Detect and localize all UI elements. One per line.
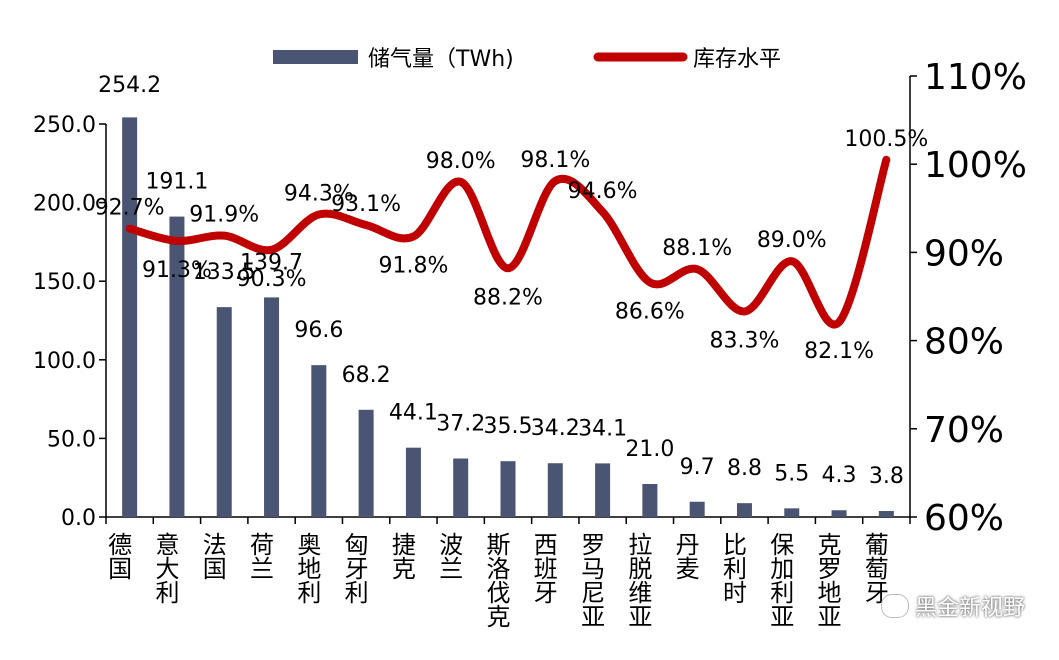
- bar-data-label: 9.7: [680, 455, 715, 480]
- bar-data-label: 96.6: [294, 318, 343, 343]
- category-label: 西班牙: [529, 532, 557, 604]
- line-data-label: 98.0%: [426, 149, 496, 174]
- bar-data-label: 8.8: [727, 456, 762, 481]
- category-label: 匈牙利: [340, 532, 368, 604]
- line-series-path: [125, 155, 891, 329]
- bar-data-label: 191.1: [145, 170, 208, 195]
- line-data-label: 100.5%: [844, 127, 928, 152]
- line-data-label: 86.6%: [615, 299, 685, 324]
- bar: [453, 458, 469, 517]
- bar-data-label: 5.5: [774, 461, 809, 486]
- bar-series: [122, 117, 894, 518]
- line-data-label: 93.1%: [331, 192, 401, 217]
- legend-line-label: 库存水平: [693, 47, 781, 72]
- bar: [169, 216, 185, 517]
- left-axis-tick-label: 50.0: [47, 427, 96, 452]
- bar-data-label: 254.2: [98, 73, 161, 98]
- bar: [689, 501, 705, 517]
- line-data-label: 82.1%: [804, 339, 874, 364]
- left-axis-tick-label: 100.0: [33, 349, 96, 374]
- legend: 储气量（TWh) 库存水平: [273, 47, 781, 72]
- category-label: 波兰: [435, 532, 463, 580]
- category-label: 丹麦: [671, 532, 699, 580]
- line-data-label: 88.2%: [473, 285, 543, 310]
- bar-data-label: 68.2: [342, 363, 391, 388]
- wechat-logo-icon: [880, 594, 909, 618]
- bar-data-label: 4.3: [822, 463, 857, 488]
- category-label: 罗马尼亚: [577, 532, 605, 628]
- line-data-label: 98.1%: [520, 148, 590, 173]
- bar: [122, 117, 138, 518]
- line-data-labels: 92.7% 91.3% 91.9% 90.3% 94.3%93.1% 91.8% 98.0%…: [95, 127, 929, 364]
- bar-data-label: 3.8: [869, 464, 904, 489]
- category-label: 斯洛伐克: [482, 532, 510, 628]
- category-label: 拉脱维亚: [624, 532, 652, 628]
- axes: 0.0 50.0 100.0 150.0 200.0 250.0 60% 70% 80% 90% 1…: [33, 57, 1027, 539]
- right-axis-tick-label: 100%: [924, 145, 1027, 186]
- line-data-label: 91.8%: [378, 254, 448, 279]
- bar-data-label: 34.1: [578, 416, 627, 441]
- category-label: 保加利亚: [766, 532, 794, 628]
- bar: [831, 510, 847, 517]
- bar-data-label: 139.7: [240, 250, 303, 275]
- line-data-label: 89.0%: [757, 228, 827, 253]
- line-data-label: 94.6%: [568, 179, 638, 204]
- bar: [405, 447, 421, 517]
- bar: [264, 297, 280, 517]
- bar: [547, 463, 563, 517]
- line-data-label: 91.3%: [142, 258, 212, 283]
- left-axis-tick-label: 250.0: [33, 113, 96, 138]
- category-label: 克罗地亚: [813, 532, 841, 628]
- legend-bar-label: 储气量（TWh): [368, 47, 514, 72]
- bar-data-label: 44.1: [389, 401, 438, 426]
- bar-data-label: 133.5: [193, 260, 256, 285]
- bar: [500, 461, 516, 517]
- bar: [784, 508, 800, 517]
- line-series: [125, 155, 891, 329]
- left-axis-tick-label: 0.0: [61, 506, 96, 531]
- category-label: 德国: [104, 532, 132, 580]
- category-label: 法国: [198, 532, 226, 580]
- category-label: 意大利: [151, 532, 179, 604]
- watermark-text: 黑金新视野: [914, 596, 1025, 621]
- bar-data-label: 21.0: [625, 437, 674, 462]
- legend-bar-swatch: [273, 50, 358, 64]
- bar: [216, 307, 232, 517]
- line-data-label: 83.3%: [710, 328, 780, 353]
- right-axis-tick-label: 80%: [924, 322, 1004, 363]
- bar-data-label: 37.2: [436, 412, 485, 437]
- category-label: 葡萄牙: [860, 532, 888, 604]
- bar: [736, 503, 752, 517]
- line-data-label: 94.3%: [284, 181, 354, 206]
- bar: [595, 463, 611, 517]
- category-label: 捷克: [387, 532, 415, 580]
- line-data-label: 92.7%: [95, 196, 165, 221]
- bar: [878, 511, 894, 517]
- right-axis-tick-label: 90%: [924, 233, 1004, 274]
- category-labels: 德国 意大利 法国 荷兰 奥地利 匈牙利 捷克 波兰 斯洛伐克 西班牙 罗马尼亚 拉脱维亚 丹麦 比利时保…: [104, 532, 889, 628]
- left-axis-tick-label: 200.0: [33, 192, 96, 217]
- left-axis-tick-label: 150.0: [33, 270, 96, 295]
- right-axis-tick-label: 70%: [924, 410, 1004, 451]
- right-axis-tick-label: 110%: [924, 57, 1027, 98]
- bar: [358, 409, 374, 517]
- category-label: 荷兰: [246, 532, 274, 580]
- bar: [311, 365, 327, 517]
- line-data-label: 88.1%: [662, 236, 732, 261]
- line-data-label: 90.3%: [237, 267, 307, 292]
- category-label: 比利时: [718, 532, 746, 604]
- category-label: 奥地利: [293, 532, 321, 604]
- watermark: 黑金新视野: [880, 590, 1025, 622]
- bar-data-label: 35.5: [484, 414, 533, 439]
- bar-data-label: 34.2: [531, 416, 580, 441]
- bar: [642, 483, 658, 517]
- line-data-label: 91.9%: [189, 203, 259, 228]
- right-axis-tick-label: 60%: [924, 498, 1004, 539]
